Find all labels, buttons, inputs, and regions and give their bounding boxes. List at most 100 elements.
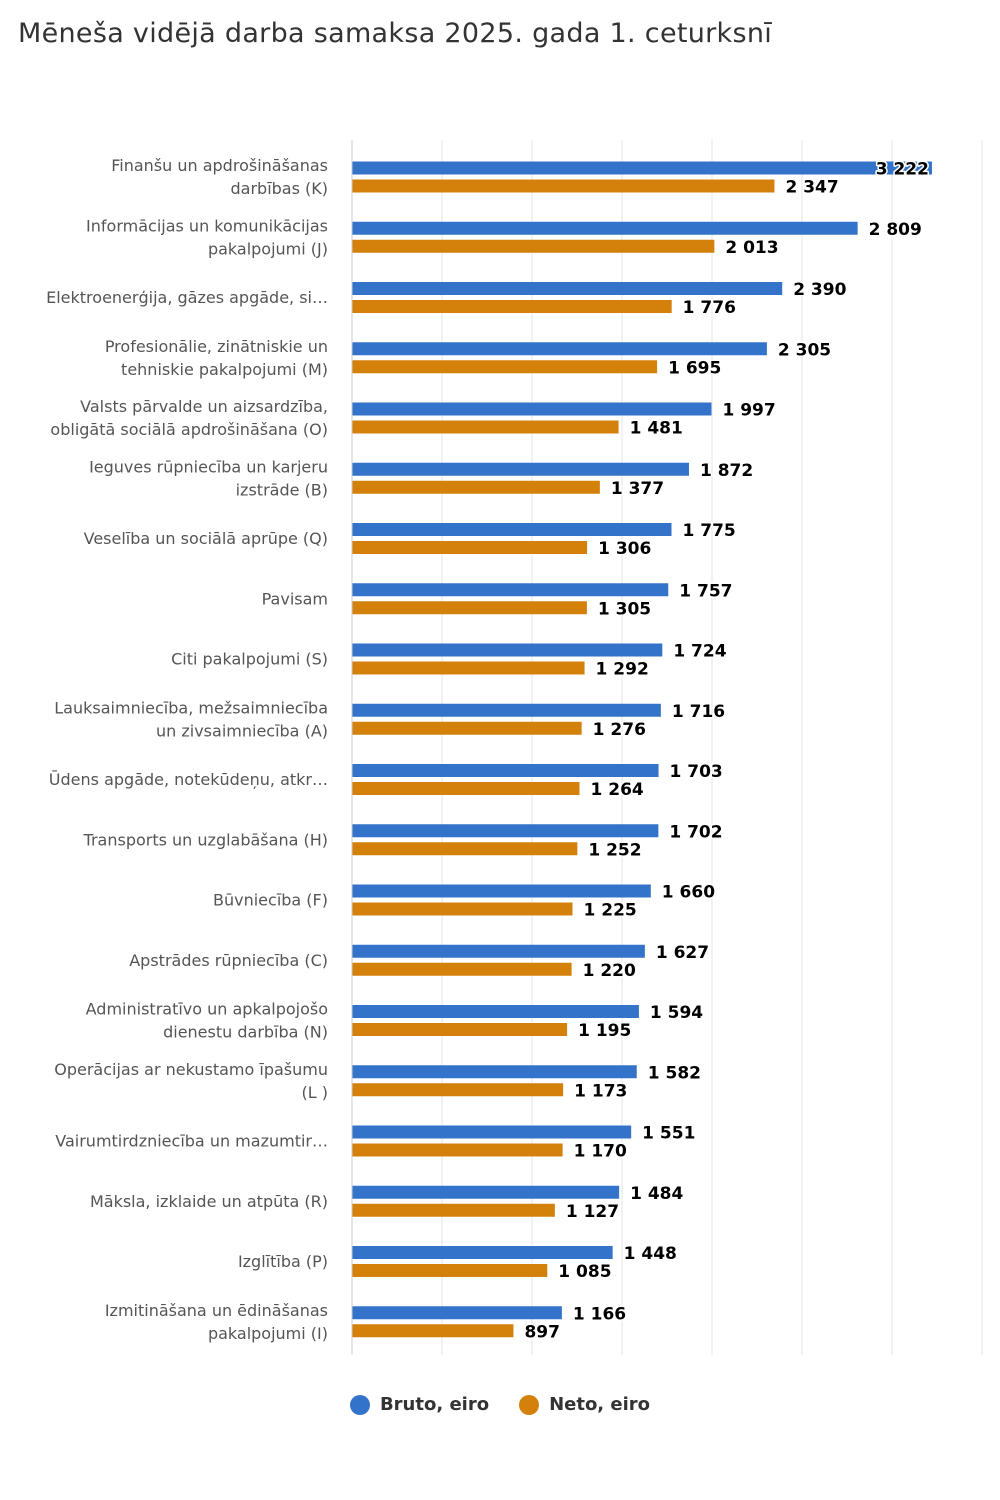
bar-neto[interactable] <box>352 1264 548 1277</box>
data-label-neto: 1 170 <box>574 1142 627 1162</box>
bar-bruto[interactable] <box>352 1005 639 1018</box>
data-label-bruto: 1 594 <box>650 1003 703 1023</box>
bar-neto[interactable] <box>352 360 658 374</box>
bar-bruto[interactable] <box>352 944 645 958</box>
category-label: Ūdens apgāde, notekūdeņu, atkr… <box>49 770 328 789</box>
data-label-neto: 1 306 <box>598 539 651 559</box>
category-label: Veselība un sociālā aprūpe (Q) <box>84 529 328 548</box>
chart-title: Mēneša vidējā darba samaksa 2025. gada 1… <box>18 18 773 49</box>
data-label-bruto: 1 627 <box>656 943 709 963</box>
data-label-neto: 1 695 <box>668 358 721 378</box>
bar-neto[interactable] <box>352 721 582 735</box>
category-label: Izglītība (P) <box>238 1252 328 1271</box>
bar-neto[interactable] <box>352 962 572 976</box>
data-label-bruto: 1 166 <box>573 1304 626 1324</box>
bar-bruto[interactable] <box>352 402 712 416</box>
data-label-neto: 1 276 <box>593 720 646 740</box>
bar-neto[interactable] <box>352 601 587 615</box>
bar-bruto[interactable] <box>352 282 783 295</box>
category-label: Transports un uzglabāšana (H) <box>83 830 328 849</box>
bar-bruto[interactable] <box>352 703 661 717</box>
data-label-bruto: 1 775 <box>683 521 736 541</box>
legend-label-bruto: Bruto, eiro <box>379 1394 490 1415</box>
data-label-bruto: 1 716 <box>672 702 725 722</box>
data-label-neto: 1 195 <box>578 1021 631 1041</box>
category-label: Citi pakalpojumi (S) <box>171 650 328 669</box>
bar-bruto[interactable] <box>352 221 858 235</box>
data-label-neto: 2 347 <box>785 178 838 198</box>
bar-bruto[interactable] <box>352 1306 562 1320</box>
bar-bruto[interactable] <box>352 1125 632 1139</box>
bar-neto[interactable] <box>352 541 588 554</box>
data-label-neto: 1 305 <box>598 599 651 619</box>
legend-marker-neto <box>519 1394 540 1415</box>
bar-neto[interactable] <box>352 661 585 675</box>
bar-neto[interactable] <box>352 1083 564 1097</box>
bar-neto[interactable] <box>352 782 580 795</box>
data-label-neto: 897 <box>524 1322 560 1342</box>
category-label: Administratīvo un apkalpojošo dienestu da… <box>86 1000 328 1042</box>
bar-bruto[interactable] <box>352 884 651 898</box>
bar-bruto[interactable] <box>352 583 669 597</box>
bar-chart: Finanšu un apdrošināšanas darbības (K) 3 2… <box>46 140 983 1355</box>
bar-neto[interactable] <box>352 1143 563 1157</box>
data-label-bruto: 1 703 <box>670 762 723 782</box>
bar-bruto[interactable] <box>352 643 663 657</box>
bar-neto[interactable] <box>352 1023 568 1036</box>
data-label-neto: 2 013 <box>725 238 778 258</box>
bar-bruto[interactable] <box>352 342 767 356</box>
data-label-bruto: 1 484 <box>630 1184 683 1204</box>
category-label: Pavisam <box>262 589 328 608</box>
data-label-bruto: 1 702 <box>669 822 722 842</box>
category-label: Māksla, izklaide un atpūta (R) <box>90 1192 328 1211</box>
bar-neto[interactable] <box>352 179 775 193</box>
data-label-bruto: 2 390 <box>793 280 846 300</box>
category-label: Ieguves rūpniecība un karjeru izstrāde (B… <box>89 457 328 499</box>
bar-neto[interactable] <box>352 1324 514 1338</box>
bar-bruto[interactable] <box>352 1065 637 1079</box>
data-label-neto: 1 292 <box>596 660 649 680</box>
data-label-neto: 1 481 <box>630 419 683 439</box>
data-label-neto: 1 377 <box>611 479 664 499</box>
category-label: Operācijas ar nekustamo īpašumu (L ) <box>54 1060 328 1102</box>
bar-neto[interactable] <box>352 1203 555 1217</box>
data-label-bruto: 1 724 <box>673 642 726 662</box>
bar-bruto[interactable] <box>352 1246 613 1259</box>
data-label-bruto: 1 872 <box>700 461 753 481</box>
bar-neto[interactable] <box>352 300 672 313</box>
bar-neto[interactable] <box>352 239 715 253</box>
bar-neto[interactable] <box>352 842 578 856</box>
category-label: Vairumtirdzniecība un mazumtir… <box>55 1132 328 1151</box>
category-label: Izmitināšana un ēdināšanas pakalpojumi (I… <box>105 1301 328 1343</box>
data-label-neto: 1 085 <box>558 1262 611 1282</box>
data-label-bruto: 1 582 <box>648 1063 701 1083</box>
category-label: Apstrādes rūpniecība (C) <box>129 951 328 970</box>
data-label-bruto: 3 222 <box>876 160 929 180</box>
category-label: Informācijas un komunikācijas pakalpojumi… <box>86 216 328 258</box>
data-label-bruto: 1 660 <box>662 883 715 903</box>
data-label-neto: 1 776 <box>683 298 736 318</box>
legend-label-neto: Neto, eiro <box>549 1394 651 1415</box>
category-label: Finanšu un apdrošināšanas darbības (K) <box>111 156 328 198</box>
bar-bruto[interactable] <box>352 462 689 476</box>
data-label-bruto: 1 448 <box>624 1244 677 1264</box>
legend-item-neto[interactable]: Neto, eiro <box>519 1394 650 1415</box>
legend-marker-bruto <box>349 1394 370 1415</box>
legend-item-bruto[interactable]: Bruto, eiro <box>349 1394 490 1415</box>
category-label: Valsts pārvalde un aizsardzība, obligātā … <box>50 397 328 439</box>
bar-bruto[interactable] <box>352 523 672 536</box>
bar-bruto[interactable] <box>352 161 932 175</box>
bar-neto[interactable] <box>352 480 600 494</box>
bar-neto[interactable] <box>352 420 619 434</box>
category-label: Būvniecība (F) <box>213 891 328 910</box>
category-label: Elektroenerģija, gāzes apgāde, si… <box>46 288 328 307</box>
data-label-neto: 1 220 <box>583 961 636 981</box>
data-label-bruto: 1 757 <box>679 581 732 601</box>
bar-bruto[interactable] <box>352 1185 620 1199</box>
data-label-bruto: 2 809 <box>869 220 922 240</box>
data-label-bruto: 1 997 <box>722 401 775 421</box>
bar-bruto[interactable] <box>352 764 659 777</box>
data-label-neto: 1 225 <box>584 901 637 921</box>
bar-neto[interactable] <box>352 902 573 916</box>
bar-bruto[interactable] <box>352 824 659 838</box>
